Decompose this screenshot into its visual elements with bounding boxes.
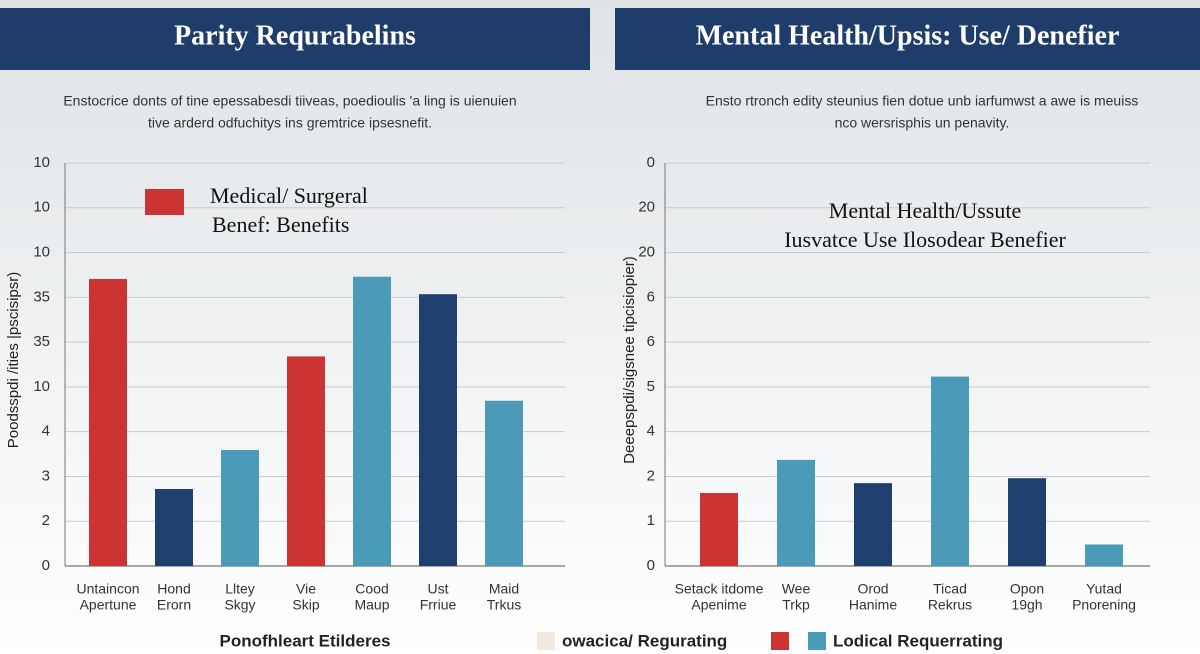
x-tick-label: Ust: [428, 581, 449, 597]
y-tick-label: 10: [33, 154, 50, 171]
y-tick-label: 20: [638, 244, 655, 261]
x-tick-label: Cood: [355, 581, 388, 597]
x-tick-label: Yutad: [1086, 581, 1122, 597]
x-tick-label: Wee: [782, 581, 811, 597]
legend-label: owacica/ Regurating: [562, 631, 727, 650]
y-tick-label: 5: [647, 378, 655, 395]
y-tick-label: 20: [638, 199, 655, 216]
y-tick-label: 0: [647, 557, 655, 574]
y-tick-label: 10: [33, 244, 50, 261]
y-tick-label: 35: [33, 333, 50, 350]
bar: [931, 376, 969, 566]
x-tick-label: Frriue: [420, 597, 457, 613]
bar: [777, 459, 815, 566]
legend-swatch: [808, 632, 826, 650]
title-bar: [0, 8, 590, 70]
x-tick-label: Untaincon: [76, 581, 139, 597]
y-tick-label: 2: [647, 467, 655, 484]
subtitle: Enstocrice donts of tine epessabesdi tii…: [63, 93, 516, 109]
y-tick-label: 10: [33, 378, 50, 395]
bar: [485, 400, 523, 566]
y-tick-label: 4: [647, 423, 655, 440]
x-tick-label: Pnorening: [1072, 597, 1136, 613]
legend-swatch: [537, 632, 555, 650]
annotation: Benef: Benefits: [212, 212, 349, 237]
bar: [155, 488, 193, 566]
x-tick-label: Setack itdome: [675, 581, 764, 597]
chart-title: Parity Requrabelins: [174, 20, 416, 51]
x-tick-label: Erorn: [157, 597, 191, 613]
bar: [89, 278, 127, 566]
x-tick-label: Rekrus: [928, 597, 972, 613]
x-tick-label: Vie: [296, 581, 316, 597]
y-tick-label: 6: [647, 333, 655, 350]
x-tick-label: Skgy: [224, 597, 255, 613]
legend-label: Lodical Requerrating: [833, 631, 1003, 650]
x-tick-label: Ticad: [933, 581, 967, 597]
bar: [221, 450, 259, 566]
bar: [1085, 544, 1123, 566]
x-tick-label: 19gh: [1011, 597, 1042, 613]
x-tick-label: Maid: [489, 581, 519, 597]
subtitle: tive arderd odfuchitys ins gremtrice ips…: [148, 115, 432, 131]
y-tick-label: 0: [42, 557, 50, 574]
y-tick-label: 3: [42, 467, 50, 484]
x-tick-label: Maup: [354, 597, 389, 613]
x-tick-label: Apertune: [80, 597, 137, 613]
x-tick-label: Lltey: [225, 581, 255, 597]
y-tick-label: 10: [33, 199, 50, 216]
x-tick-label: Apenime: [691, 597, 746, 613]
subtitle: nco wersrisphis un penavity.: [835, 115, 1010, 131]
y-tick-label: 4: [42, 423, 50, 440]
bar: [854, 483, 892, 566]
x-tick-label: Trkp: [782, 597, 810, 613]
y-tick-label: 35: [33, 288, 50, 305]
chart-title: Mental Health/Upsis: Use/ Denefier: [696, 20, 1120, 51]
legend-swatch: [771, 632, 789, 650]
annotation: Iusvatce Use Ilosodear Benefier: [784, 227, 1066, 252]
x-tick-label: Skip: [292, 597, 319, 613]
y-tick-label: 0: [647, 154, 655, 171]
y-tick-label: 2: [42, 512, 50, 529]
x-axis-label: Ponofhleart Etilderes: [220, 631, 391, 650]
y-axis-label: Deeepspdi/sigsnee tipcisiopier): [621, 256, 638, 464]
x-tick-label: Hond: [157, 581, 190, 597]
x-tick-label: Hanime: [849, 597, 897, 613]
annotation: Mental Health/Ussute: [829, 198, 1021, 223]
annotation-swatch: [145, 189, 184, 215]
bar: [700, 493, 738, 566]
title-bar: [615, 8, 1200, 70]
x-tick-label: Trkus: [487, 597, 521, 613]
bar: [353, 276, 391, 566]
y-axis-label: Poodsspdi /ities |pscisipsr): [5, 272, 22, 448]
y-tick-label: 6: [647, 288, 655, 305]
subtitle: Ensto rtronch edity steunius fien dotue …: [706, 93, 1139, 109]
x-tick-label: Opon: [1010, 581, 1044, 597]
y-tick-label: 1: [647, 512, 655, 529]
bar: [419, 294, 457, 566]
x-tick-label: Orod: [857, 581, 888, 597]
bar: [1008, 478, 1046, 566]
bar: [287, 356, 325, 566]
annotation: Medical/ Surgeral: [210, 183, 368, 208]
